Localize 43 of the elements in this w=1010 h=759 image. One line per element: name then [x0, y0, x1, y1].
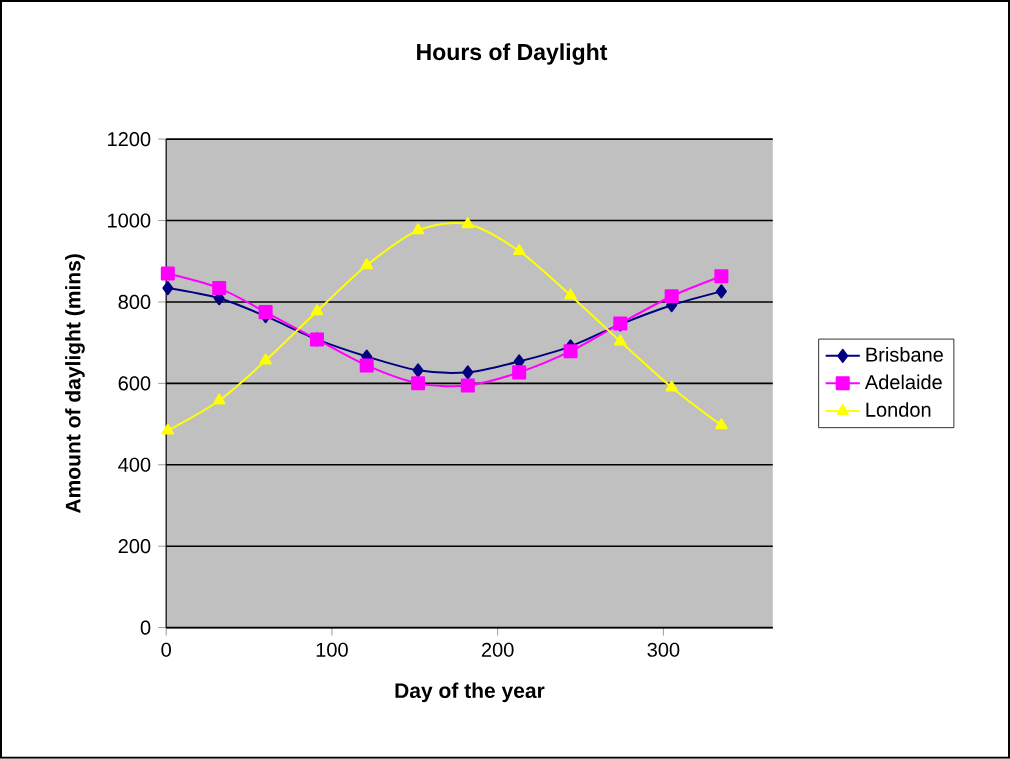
x-axis-title: Day of the year [395, 682, 545, 703]
point [563, 344, 578, 359]
y-axis-title: Amount of daylight (mins) [65, 254, 85, 514]
point [715, 418, 728, 430]
y-tick-label: 1000 [108, 213, 151, 228]
y-tick-label: 0 [140, 620, 151, 635]
point [213, 393, 226, 405]
point [715, 284, 727, 299]
y-tick-label: 200 [118, 539, 151, 554]
point [161, 423, 175, 435]
point [564, 288, 577, 300]
point [259, 353, 272, 365]
point [664, 289, 679, 304]
y-tick-label: 1200 [108, 132, 151, 147]
point [412, 363, 424, 378]
point [714, 269, 729, 284]
y-tick-label: 400 [118, 457, 151, 472]
point [162, 281, 174, 296]
point [212, 281, 227, 296]
point [512, 365, 527, 380]
point [614, 334, 627, 346]
y-tick-label: 800 [118, 294, 151, 310]
point [512, 244, 526, 256]
y-tick-label: 600 [118, 376, 151, 391]
legend-label: Adelaide [864, 374, 942, 390]
point [460, 378, 475, 393]
point [160, 266, 175, 281]
point [462, 365, 474, 380]
x-tick-label: 300 [647, 642, 680, 657]
point [360, 258, 373, 270]
point [359, 358, 374, 373]
x-tick-label: 0 [161, 642, 171, 657]
legend-label: Brisbane [866, 347, 943, 362]
point [310, 304, 324, 316]
point [665, 380, 678, 392]
point [411, 223, 425, 235]
x-tick-label: 100 [316, 642, 348, 657]
chart-title: Hours of Daylight [417, 43, 608, 65]
point [411, 376, 426, 391]
point [461, 217, 475, 229]
point [258, 305, 273, 320]
x-tick-label: 200 [481, 642, 514, 657]
legend-label: London [866, 402, 931, 417]
